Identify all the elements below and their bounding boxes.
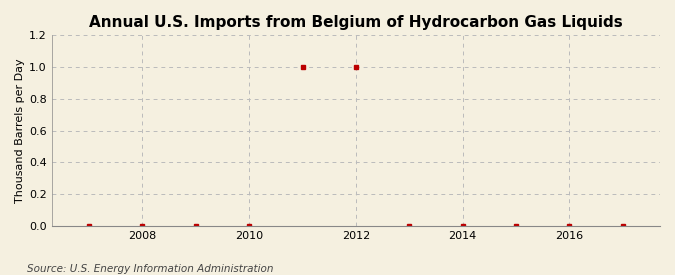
Title: Annual U.S. Imports from Belgium of Hydrocarbon Gas Liquids: Annual U.S. Imports from Belgium of Hydr… [89, 15, 623, 30]
Y-axis label: Thousand Barrels per Day: Thousand Barrels per Day [15, 58, 25, 203]
Text: Source: U.S. Energy Information Administration: Source: U.S. Energy Information Administ… [27, 264, 273, 274]
